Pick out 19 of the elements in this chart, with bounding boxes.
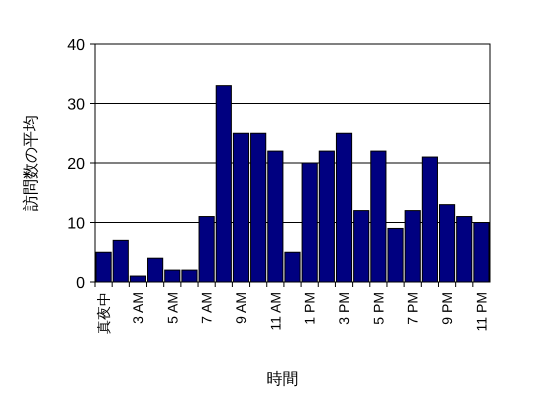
x-tick-label: 5 PM — [370, 292, 386, 325]
x-axis-title: 時間 — [266, 370, 298, 388]
y-axis-title: 訪問数の平均 — [22, 115, 40, 211]
x-tick-label: 9 AM — [232, 292, 249, 324]
x-tick-label: 3 AM — [130, 292, 146, 324]
x-tick-label: 1 PM — [302, 292, 318, 325]
y-tick-label: 10 — [67, 216, 86, 232]
y-tick-label: 40 — [67, 37, 86, 54]
x-tick-label: 真夜中 — [96, 292, 112, 334]
x-tick-label: 3 PM — [336, 292, 352, 325]
y-tick-label: 20 — [67, 156, 86, 173]
y-tick-label: 30 — [67, 96, 86, 114]
x-tick-label: 5 AM — [164, 292, 180, 324]
x-tick-label: 9 PM — [439, 292, 456, 325]
x-tick-label: 7 PM — [404, 292, 421, 325]
x-tick-label: 7 AM — [198, 292, 215, 324]
x-tick-label: 11 PM — [473, 292, 490, 332]
y-tick-label: 0 — [76, 275, 86, 292]
x-tick-label: 11 AM — [267, 292, 284, 331]
